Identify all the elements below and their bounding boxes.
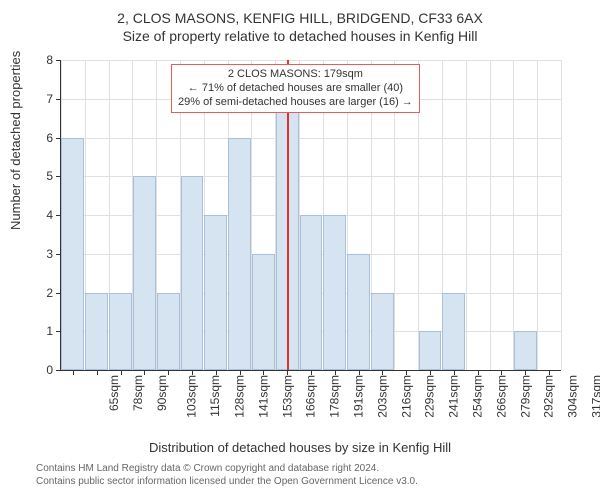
x-tick-mark (263, 370, 264, 375)
gridline-v (537, 60, 538, 370)
histogram-bar (85, 293, 108, 371)
histogram-bar (61, 138, 84, 371)
y-tick-label: 3 (33, 247, 53, 261)
x-tick-label: 166sqm (304, 375, 318, 418)
x-tick-label: 90sqm (155, 375, 169, 411)
histogram-bar (181, 176, 204, 370)
histogram-bar (204, 215, 227, 370)
x-tick-label: 65sqm (107, 375, 121, 411)
x-tick-label: 78sqm (131, 375, 145, 411)
x-tick-label: 304sqm (566, 375, 580, 418)
y-tick-mark (56, 370, 61, 371)
histogram-bar (347, 254, 370, 370)
x-tick-label: 115sqm (208, 375, 222, 417)
x-tick-label: 141sqm (256, 375, 270, 418)
y-tick-label: 0 (33, 363, 53, 377)
x-tick-mark (478, 370, 479, 375)
x-tick-mark (525, 370, 526, 375)
x-tick-mark (454, 370, 455, 375)
chart-container: 2, CLOS MASONS, KENFIG HILL, BRIDGEND, C… (0, 0, 600, 500)
x-tick-label: 103sqm (185, 375, 199, 418)
annotation-line-3: 29% of semi-detached houses are larger (… (178, 96, 413, 110)
histogram-bar (157, 293, 180, 371)
x-tick-label: 241sqm (447, 375, 461, 418)
y-tick-label: 1 (33, 324, 53, 338)
footer-line-2: Contains public sector information licen… (36, 475, 418, 488)
footer-line-1: Contains HM Land Registry data © Crown c… (36, 462, 418, 475)
x-tick-mark (216, 370, 217, 375)
histogram-bar (252, 254, 275, 370)
x-axis-label: Distribution of detached houses by size … (0, 440, 600, 455)
x-tick-mark (144, 370, 145, 375)
x-tick-label: 191sqm (352, 375, 366, 418)
annotation-line-2: ← 71% of detached houses are smaller (40… (178, 82, 413, 96)
annotation-box: 2 CLOS MASONS: 179sqm← 71% of detached h… (171, 64, 420, 113)
y-tick-label: 6 (33, 131, 53, 145)
x-tick-label: 292sqm (542, 375, 556, 418)
y-tick-label: 5 (33, 169, 53, 183)
y-tick-label: 7 (33, 92, 53, 106)
x-tick-label: 266sqm (495, 375, 509, 418)
x-tick-label: 128sqm (233, 375, 247, 418)
histogram-bar (133, 176, 156, 370)
gridline-h (61, 60, 561, 61)
x-tick-mark (168, 370, 169, 375)
gridline-v (513, 60, 514, 370)
x-tick-mark (406, 370, 407, 375)
x-tick-mark (549, 370, 550, 375)
y-axis-label: Number of detached properties (8, 51, 23, 230)
x-tick-mark (382, 370, 383, 375)
x-tick-mark (335, 370, 336, 375)
x-tick-mark (359, 370, 360, 375)
histogram-bar (300, 215, 323, 370)
x-tick-label: 216sqm (399, 375, 413, 418)
footer-attribution: Contains HM Land Registry data © Crown c… (36, 462, 418, 488)
x-tick-mark (73, 370, 74, 375)
x-tick-mark (501, 370, 502, 375)
y-tick-label: 4 (33, 208, 53, 222)
x-tick-label: 279sqm (518, 375, 532, 418)
histogram-bar (109, 293, 132, 371)
histogram-bar (323, 215, 346, 370)
x-tick-label: 178sqm (328, 375, 342, 418)
gridline-v (561, 60, 562, 370)
x-tick-mark (121, 370, 122, 375)
x-tick-label: 203sqm (376, 375, 390, 418)
histogram-bar (514, 331, 537, 370)
x-tick-label: 153sqm (280, 375, 294, 418)
plot-region: 01234567865sqm78sqm90sqm103sqm115sqm128s… (60, 60, 561, 371)
title-line-1: 2, CLOS MASONS, KENFIG HILL, BRIDGEND, C… (0, 0, 600, 26)
gridline-h (61, 138, 561, 139)
y-tick-label: 2 (33, 286, 53, 300)
annotation-line-1: 2 CLOS MASONS: 179sqm (178, 68, 413, 82)
x-tick-mark (240, 370, 241, 375)
title-line-2: Size of property relative to detached ho… (0, 26, 600, 44)
histogram-bar (419, 331, 442, 370)
histogram-bar (371, 293, 394, 371)
chart-area: 01234567865sqm78sqm90sqm103sqm115sqm128s… (60, 60, 560, 400)
x-tick-mark (311, 370, 312, 375)
x-tick-mark (287, 370, 288, 375)
x-tick-label: 317sqm (590, 375, 600, 418)
y-tick-label: 8 (33, 53, 53, 67)
x-tick-label: 229sqm (423, 375, 437, 418)
x-tick-mark (430, 370, 431, 375)
gridline-v (466, 60, 467, 370)
x-tick-mark (97, 370, 98, 375)
gridline-v (490, 60, 491, 370)
x-tick-label: 254sqm (471, 375, 485, 418)
histogram-bar (442, 293, 465, 371)
x-tick-mark (192, 370, 193, 375)
histogram-bar (228, 138, 251, 371)
